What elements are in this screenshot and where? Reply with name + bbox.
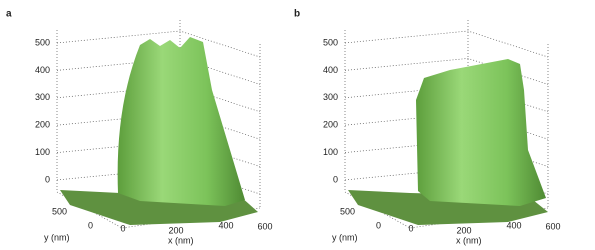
y-axis-label: y (nm) [332, 232, 358, 242]
pillar-surface [117, 37, 245, 206]
x-tick-label: 200 [456, 225, 471, 235]
z-tick-label: 400 [323, 65, 338, 75]
y-tick-label: 500 [340, 206, 355, 216]
z-tick-label: 0 [45, 174, 50, 184]
y-axis-label: y (nm) [44, 232, 70, 242]
z-tick-label: 200 [35, 120, 50, 130]
x-tick-label: 0 [120, 223, 125, 233]
grid-line [344, 30, 549, 58]
z-tick-label: 300 [323, 92, 338, 102]
panel-label: b [294, 9, 300, 20]
x-tick-label: 400 [506, 220, 521, 230]
grid-line [56, 30, 261, 58]
x-tick-label: 200 [168, 225, 183, 235]
y-tick-label: 500 [52, 206, 67, 216]
panel-label: a [6, 9, 12, 20]
z-tick-label: 500 [35, 37, 50, 47]
z-tick-label: 400 [35, 65, 50, 75]
z-tick-label: 300 [35, 92, 50, 102]
x-tick-label: 600 [545, 221, 560, 231]
z-tick-label: 0 [333, 174, 338, 184]
x-tick-label: 600 [257, 221, 272, 231]
box-edge [344, 20, 549, 229]
x-tick-label: 0 [408, 223, 413, 233]
x-tick-label: 400 [218, 220, 233, 230]
z-tick-label: 100 [35, 147, 50, 157]
z-tick-label: 100 [323, 147, 338, 157]
y-tick-label: 0 [376, 220, 381, 230]
x-axis-label: x (nm) [168, 235, 194, 245]
z-tick-label: 500 [323, 37, 338, 47]
pillar-surface [416, 59, 546, 206]
z-tick-label: 200 [323, 120, 338, 130]
box-edge [56, 20, 261, 229]
y-tick-label: 0 [88, 220, 93, 230]
x-axis-label: x (nm) [456, 235, 482, 245]
grid-line [344, 58, 549, 85]
